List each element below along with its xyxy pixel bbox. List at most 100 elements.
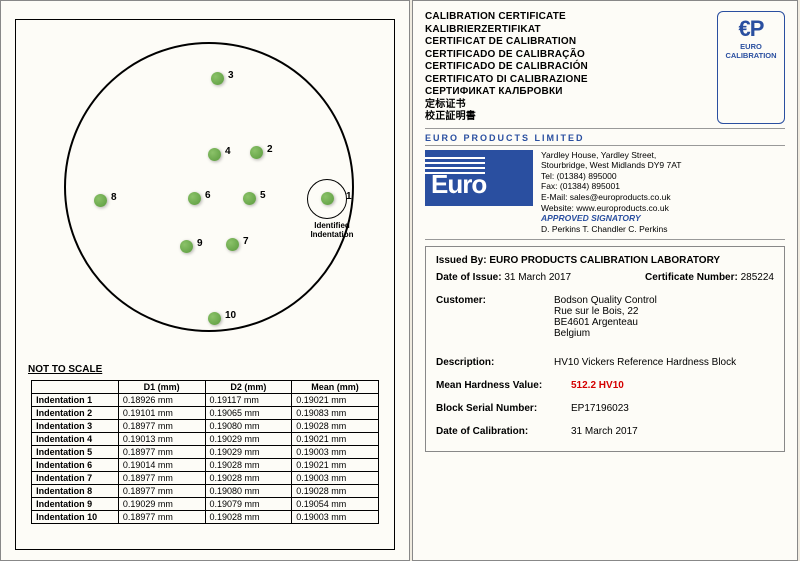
mean-hardness-label: Mean Hardness Value: [436, 380, 571, 391]
cell-mean: 0.19028 mm [292, 485, 379, 498]
table-row: Indentation 100.18977 mm0.19028 mm0.1900… [32, 511, 379, 524]
dot-label-2: 2 [267, 144, 273, 155]
customer-value: Bodson Quality ControlRue sur le Bois, 2… [554, 295, 774, 339]
cell-mean: 0.19028 mm [292, 420, 379, 433]
cell-mean: 0.19003 mm [292, 472, 379, 485]
dot-label-1: 1 [346, 191, 352, 202]
dot-label-9: 9 [197, 238, 203, 249]
addr-line: Stourbridge, West Midlands DY9 7AT [541, 160, 681, 171]
table-row: Indentation 10.18926 mm0.19117 mm0.19021… [32, 394, 379, 407]
dot-3 [211, 72, 224, 85]
cell-d1: 0.18977 mm [118, 420, 205, 433]
dot-label-5: 5 [260, 190, 266, 201]
dot-5 [243, 192, 256, 205]
date-issue-label: Date of Issue: [436, 272, 502, 283]
cell-d2: 0.19117 mm [205, 394, 292, 407]
address-row: Euro Yardley House, Yardley Street, Stou… [425, 146, 785, 240]
addr-line: Website: www.europroducts.co.uk [541, 203, 681, 214]
cell-d2: 0.19029 mm [205, 433, 292, 446]
left-frame: IdentifiedIndentation 1 2 3 4 5 6 7 8 9 … [15, 19, 395, 550]
cell-mean: 0.19021 mm [292, 394, 379, 407]
customer-line: Belgium [554, 328, 774, 339]
addr-line: Tel: (01384) 895000 [541, 171, 681, 182]
cell-d2: 0.19028 mm [205, 459, 292, 472]
customer-line: Rue sur le Bois, 22 [554, 306, 774, 317]
serial-value: EP17196023 [571, 403, 774, 414]
cell-d2: 0.19080 mm [205, 420, 292, 433]
dot-8 [94, 194, 107, 207]
row-header: Indentation 6 [32, 459, 119, 472]
cell-mean: 0.19054 mm [292, 498, 379, 511]
issued-by-line: Issued By: EURO PRODUCTS CALIBRATION LAB… [436, 255, 774, 266]
cell-mean: 0.19003 mm [292, 446, 379, 459]
cert-title-line: 定标证书 [425, 99, 588, 112]
th-d2: D2 (mm) [205, 381, 292, 394]
cert-title-line: CERTIFICAT DE CALIBRATION [425, 36, 588, 49]
cell-d1: 0.19029 mm [118, 498, 205, 511]
approved-signatory-label: APPROVED SIGNATORY [541, 213, 681, 224]
addr-line: Fax: (01384) 895001 [541, 181, 681, 192]
description-row: Description: HV10 Vickers Reference Hard… [436, 357, 774, 368]
serial-row: Block Serial Number: EP17196023 [436, 403, 774, 414]
cell-d2: 0.19028 mm [205, 511, 292, 524]
cell-d2: 0.19029 mm [205, 446, 292, 459]
cell-mean: 0.19003 mm [292, 511, 379, 524]
th-d1: D1 (mm) [118, 381, 205, 394]
row-header: Indentation 4 [32, 433, 119, 446]
company-address: Yardley House, Yardley Street, Stourbrid… [541, 150, 681, 235]
cert-no-label: Certificate Number: [645, 272, 738, 283]
cell-d2: 0.19065 mm [205, 407, 292, 420]
cell-d1: 0.18977 mm [118, 446, 205, 459]
description-label: Description: [436, 357, 554, 368]
customer-row: Customer: Bodson Quality ControlRue sur … [436, 295, 774, 339]
left-page: IdentifiedIndentation 1 2 3 4 5 6 7 8 9 … [0, 0, 410, 561]
dot-2 [250, 146, 263, 159]
cell-d1: 0.18926 mm [118, 394, 205, 407]
cell-d2: 0.19079 mm [205, 498, 292, 511]
th-blank [32, 381, 119, 394]
logo-top: €P [720, 16, 782, 42]
cert-titles: CALIBRATION CERTIFICATEKALIBRIERZERTIFIK… [425, 11, 588, 124]
cell-mean: 0.19021 mm [292, 459, 379, 472]
dot-label-4: 4 [225, 146, 231, 157]
euro-logo-text: Euro [431, 169, 486, 200]
cal-date-row: Date of Calibration: 31 March 2017 [436, 426, 774, 437]
row-header: Indentation 5 [32, 446, 119, 459]
row-header: Indentation 8 [32, 485, 119, 498]
dot-label-10: 10 [225, 310, 236, 321]
cell-d1: 0.18977 mm [118, 511, 205, 524]
cert-title-line: KALIBRIERZERTIFIKAT [425, 24, 588, 37]
table-row: Indentation 30.18977 mm0.19080 mm0.19028… [32, 420, 379, 433]
identified-label: IdentifiedIndentation [308, 222, 356, 240]
serial-label: Block Serial Number: [436, 403, 571, 414]
cal-date-label: Date of Calibration: [436, 426, 571, 437]
table-row: Indentation 60.19014 mm0.19028 mm0.19021… [32, 459, 379, 472]
diagram-area: IdentifiedIndentation 1 2 3 4 5 6 7 8 9 … [16, 20, 394, 360]
dot-1 [321, 192, 334, 205]
cell-d1: 0.19014 mm [118, 459, 205, 472]
dot-label-7: 7 [243, 236, 249, 247]
not-to-scale-label: NOT TO SCALE [16, 360, 394, 378]
ep-logo: €P EURO CALIBRATION [717, 11, 785, 124]
customer-label: Customer: [436, 295, 554, 339]
customer-line: BE4601 Argenteau [554, 317, 774, 328]
row-header: Indentation 10 [32, 511, 119, 524]
table-row: Indentation 20.19101 mm0.19065 mm0.19083… [32, 407, 379, 420]
cell-d2: 0.19028 mm [205, 472, 292, 485]
dot-label-6: 6 [205, 190, 211, 201]
dot-4 [208, 148, 221, 161]
mean-hardness-value: 512.2 HV10 [571, 380, 774, 391]
euro-logo-block: Euro [425, 150, 533, 206]
cell-mean: 0.19021 mm [292, 433, 379, 446]
measurement-table: D1 (mm) D2 (mm) Mean (mm) Indentation 10… [31, 380, 379, 524]
cell-d1: 0.18977 mm [118, 472, 205, 485]
table-header-row: D1 (mm) D2 (mm) Mean (mm) [32, 381, 379, 394]
date-issue-value: 31 March 2017 [504, 272, 571, 283]
addr-line: E-Mail: sales@europroducts.co.uk [541, 192, 681, 203]
cert-header: CALIBRATION CERTIFICATEKALIBRIERZERTIFIK… [425, 11, 785, 129]
table-row: Indentation 40.19013 mm0.19029 mm0.19021… [32, 433, 379, 446]
table-row: Indentation 90.19029 mm0.19079 mm0.19054… [32, 498, 379, 511]
row-header: Indentation 3 [32, 420, 119, 433]
table-row: Indentation 50.18977 mm0.19029 mm0.19003… [32, 446, 379, 459]
table-row: Indentation 70.18977 mm0.19028 mm0.19003… [32, 472, 379, 485]
